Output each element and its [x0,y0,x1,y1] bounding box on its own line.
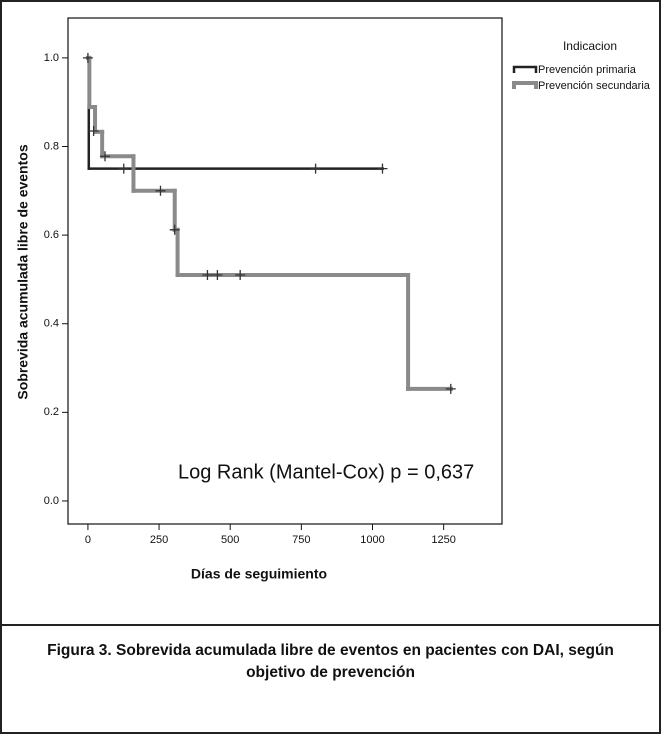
x-tick-label: 250 [150,534,168,546]
censor-mark [88,125,99,136]
legend-title: Indicacion [563,39,617,53]
x-axis-title: Días de seguimiento [191,566,327,582]
x-tick-label: 1250 [431,534,455,546]
censor-mark [155,185,166,196]
censor-mark [169,224,180,235]
y-tick-label: 1.0 [44,52,59,64]
x-tick-label: 0 [85,534,91,546]
y-tick-label: 0.0 [44,495,59,507]
censor-mark [82,52,93,63]
censor-mark [235,269,246,280]
y-tick-label: 0.6 [44,229,59,241]
censor-mark [212,269,223,280]
x-tick-label: 1000 [360,534,384,546]
censor-mark [118,163,129,174]
annotation: Log Rank (Mantel-Cox) p = 0,637 [178,461,474,483]
legend-label: Prevención secundaria [538,80,651,92]
caption: Figura 3. Sobrevida acumulada libre de e… [2,624,659,732]
x-tick-label: 750 [292,534,310,546]
legend-swatch [512,65,538,73]
legend-swatch [512,81,538,89]
censor-mark [377,163,388,174]
censor-mark [202,269,213,280]
legend-label: Prevención primaria [538,64,637,76]
y-tick-label: 0.4 [44,318,59,330]
censor-mark [310,163,321,174]
plot-frame [67,17,503,525]
y-axis-title: Sobrevida acumulada libre de eventos [15,144,31,399]
censor-mark [445,383,456,394]
chart: Sobrevida acumulada libre de eventos Día… [15,17,651,582]
censor-mark [99,151,110,162]
y-tick-label: 0.8 [44,140,59,152]
x-tick-label: 500 [221,534,239,546]
y-tick-label: 0.2 [44,406,59,418]
